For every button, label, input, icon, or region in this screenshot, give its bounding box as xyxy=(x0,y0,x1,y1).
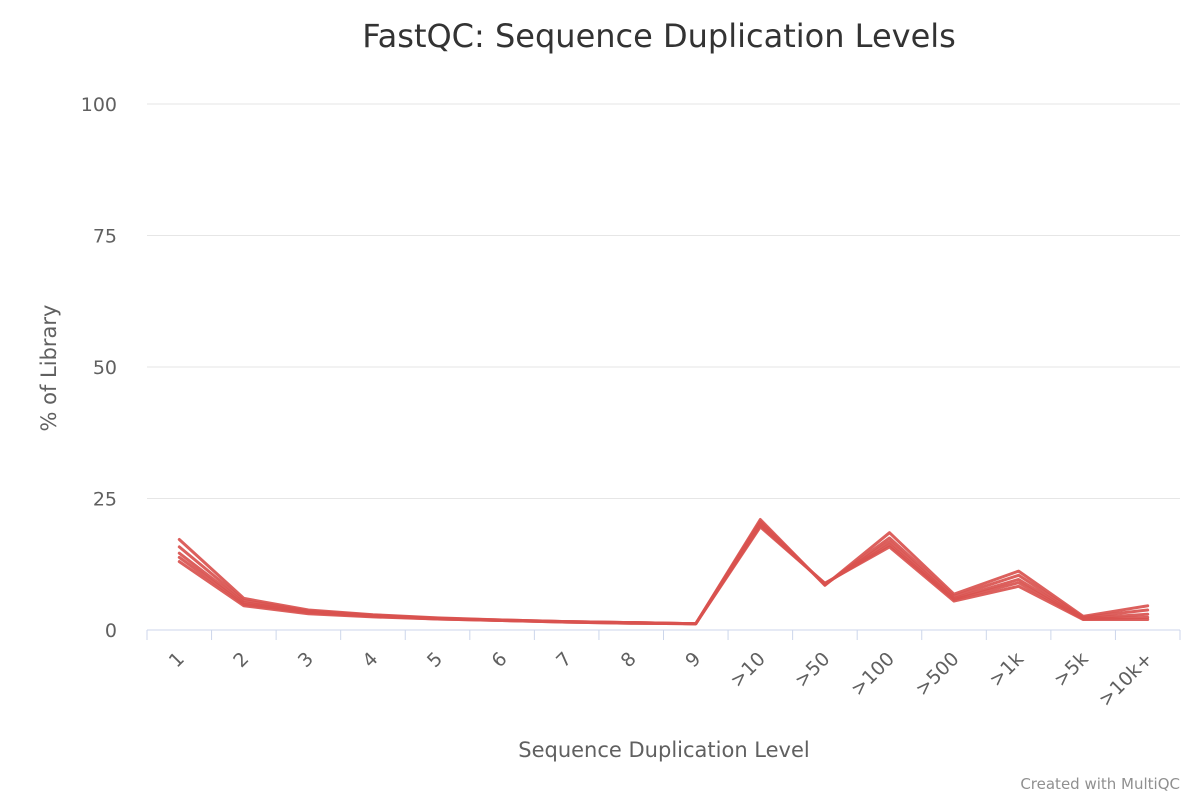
credit-link[interactable]: Created with MultiQC xyxy=(1020,775,1180,793)
series-line[interactable] xyxy=(177,525,1150,626)
x-tick-label: 7 xyxy=(552,648,576,672)
x-tick-label: 2 xyxy=(229,648,253,672)
x-tick-label: >10 xyxy=(726,648,770,692)
x-tick-label: 6 xyxy=(488,648,512,672)
x-tick-label: >500 xyxy=(911,648,963,700)
x-tick-label: 9 xyxy=(681,648,705,672)
series-line[interactable] xyxy=(177,518,1150,626)
x-axis-label: Sequence Duplication Level xyxy=(518,738,810,762)
y-tick-label: 50 xyxy=(93,357,117,379)
x-tick-label: >100 xyxy=(847,648,899,700)
series-line[interactable] xyxy=(177,522,1150,626)
x-axis: 1 2 3 4 5 6 7 8 9 >10 >50 >100 >500 >1k >5k >10k+ xyxy=(146,629,1181,711)
chart-title: FastQC: Sequence Duplication Levels xyxy=(362,17,956,55)
series-line[interactable] xyxy=(177,523,1150,626)
series-line[interactable] xyxy=(177,520,1150,626)
x-tick-label: >1k xyxy=(985,648,1028,691)
x-tick-label: 8 xyxy=(617,648,641,672)
y-tick-label: 25 xyxy=(93,489,117,511)
y-tick-label: 0 xyxy=(105,620,117,642)
y-tick-label: 75 xyxy=(93,226,117,248)
series-lines[interactable] xyxy=(177,518,1150,626)
x-tick-label: 5 xyxy=(423,648,447,672)
x-tick-label: 1 xyxy=(165,648,189,672)
x-tick-label: >50 xyxy=(791,648,835,692)
y-axis-label: % of Library xyxy=(37,305,61,432)
y-tick-label: 100 xyxy=(81,94,117,116)
gridlines xyxy=(147,103,1180,499)
x-tick-label: >5k xyxy=(1050,648,1093,691)
y-axis-ticks: 0 25 50 75 100 xyxy=(81,94,117,642)
x-tick-label: 3 xyxy=(294,648,318,672)
x-tick-label: >10k+ xyxy=(1094,648,1157,711)
x-tick-label: 4 xyxy=(358,648,382,672)
